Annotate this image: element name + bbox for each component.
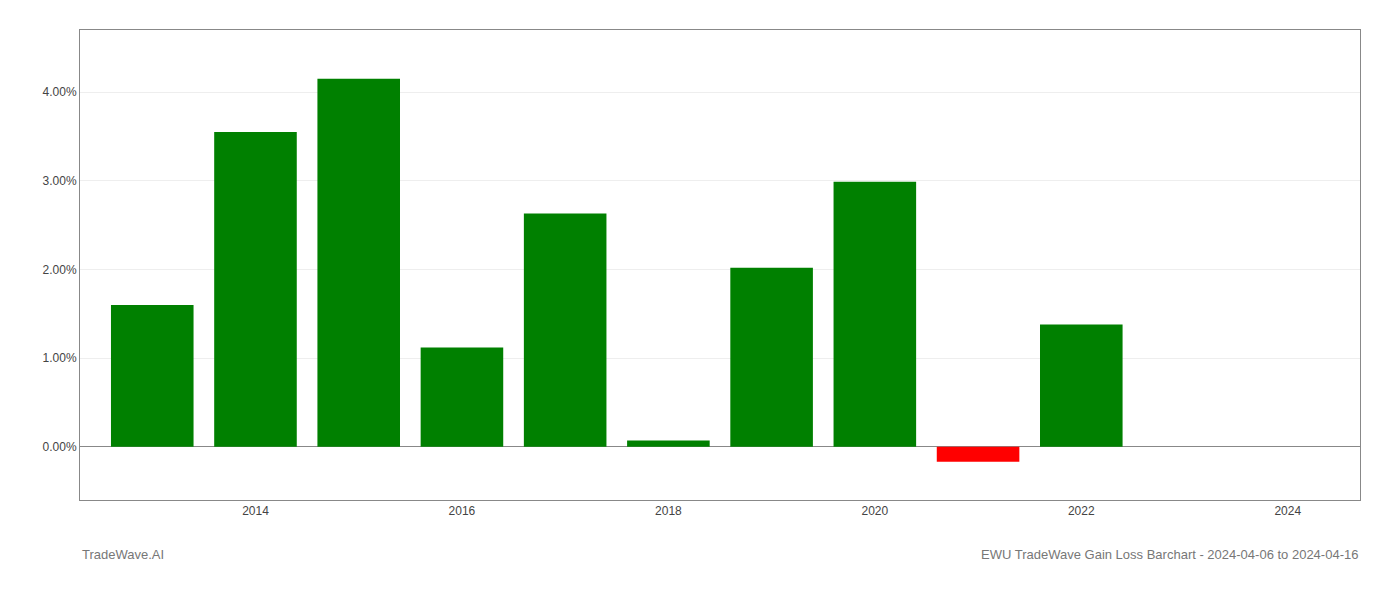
svg-text:2024: 2024 xyxy=(1274,504,1301,518)
svg-text:2018: 2018 xyxy=(655,504,682,518)
svg-text:TradeWave.AI: TradeWave.AI xyxy=(82,547,164,562)
svg-text:2014: 2014 xyxy=(242,504,269,518)
svg-text:4.00%: 4.00% xyxy=(43,85,77,99)
svg-text:2016: 2016 xyxy=(449,504,476,518)
svg-text:2020: 2020 xyxy=(861,504,888,518)
svg-text:1.00%: 1.00% xyxy=(43,351,77,365)
svg-text:0.00%: 0.00% xyxy=(43,440,77,454)
svg-text:2022: 2022 xyxy=(1068,504,1095,518)
svg-text:3.00%: 3.00% xyxy=(43,174,77,188)
svg-text:EWU TradeWave Gain Loss Barcha: EWU TradeWave Gain Loss Barchart - 2024-… xyxy=(981,547,1358,562)
svg-text:2.00%: 2.00% xyxy=(43,263,77,277)
